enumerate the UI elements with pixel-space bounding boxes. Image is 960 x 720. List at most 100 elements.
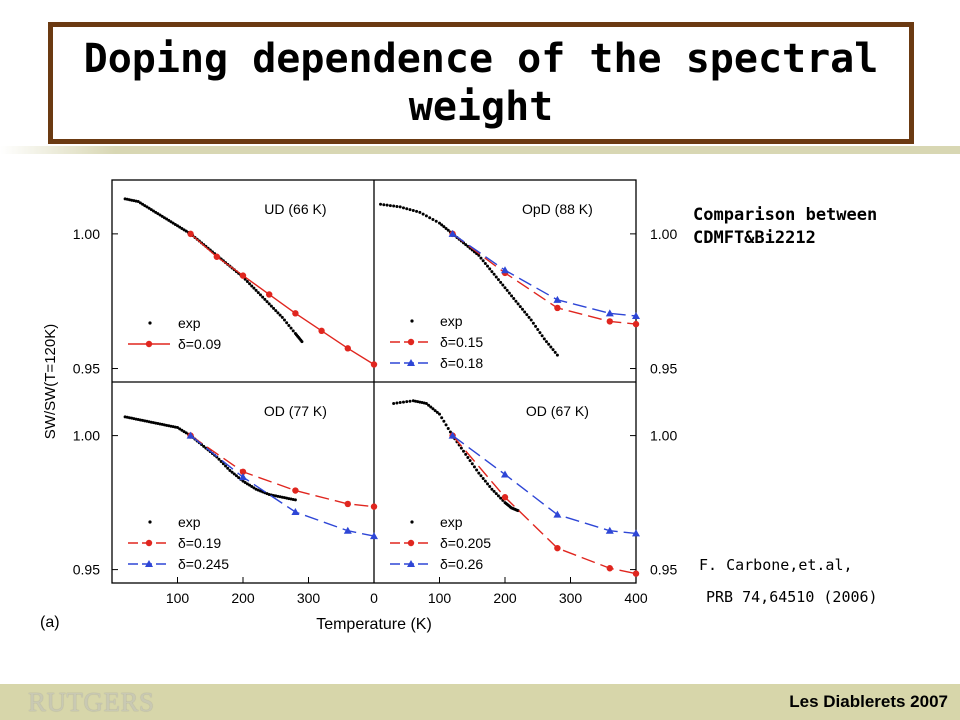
blue-marker <box>605 526 614 534</box>
exp-data-point <box>479 474 483 478</box>
exp-data-point <box>160 214 164 218</box>
exp-data-point <box>483 261 487 265</box>
exp-data-point <box>232 472 236 476</box>
exp-data-point <box>424 401 428 405</box>
exp-data-point <box>405 207 409 211</box>
spectral-weight-figure: 1.00 0.95 1.00 0.95 1.00 0.95 1.00 0.95 100 200 30… <box>40 179 677 633</box>
slide-title: Doping dependence of the spectral weight <box>83 36 879 130</box>
exp-data-point <box>551 348 555 352</box>
exp-data-point <box>510 294 514 298</box>
exp-data-point <box>440 416 444 420</box>
exp-data-point <box>499 280 503 284</box>
exp-data-point <box>431 218 435 222</box>
red-marker <box>632 320 640 328</box>
exp-data-point <box>258 293 262 297</box>
exp-data-point <box>392 401 396 405</box>
red-series-line <box>190 233 375 366</box>
exp-data-point <box>464 243 468 247</box>
exp-data-point <box>276 311 280 315</box>
exp-data-point <box>252 486 256 490</box>
panel-title: OD (77 K) <box>264 403 327 419</box>
exp-data-point <box>472 465 476 469</box>
exp-data-point <box>184 229 188 233</box>
exp-data-point <box>248 483 252 487</box>
exp-data-point <box>252 286 256 290</box>
exp-data-point <box>518 305 522 309</box>
red-marker <box>292 310 299 317</box>
exp-data-point <box>141 202 145 206</box>
y-tick-label-left: 0.95 <box>73 562 100 578</box>
footer-bar <box>0 684 960 720</box>
exp-data-point <box>176 224 179 228</box>
exp-data-point <box>538 331 542 335</box>
exp-data-point <box>520 307 524 311</box>
blue-marker <box>605 309 614 317</box>
exp-data-point <box>442 225 446 229</box>
y-axis-label: SW/SW(T=120K) <box>42 324 59 439</box>
blue-marker <box>343 526 352 534</box>
exp-data-point <box>173 222 177 226</box>
exp-data-point <box>540 334 544 338</box>
exp-data-point <box>486 264 490 268</box>
legend-label: δ=0.15 <box>440 334 483 350</box>
exp-data-point <box>382 203 386 207</box>
exp-data-point <box>180 428 184 432</box>
panel-title: UD (66 K) <box>264 201 326 217</box>
panel-title: OpD (88 K) <box>522 201 593 217</box>
exp-data-point <box>178 225 182 229</box>
red-marker <box>266 291 273 298</box>
exp-data-point <box>395 204 399 208</box>
legend-blue-marker <box>407 359 415 366</box>
red-marker <box>187 230 194 238</box>
blue-marker <box>239 473 247 481</box>
exp-data-point <box>505 288 509 292</box>
exp-data-point <box>525 313 529 317</box>
exp-data-point <box>408 399 412 403</box>
exp-data-point <box>446 228 450 232</box>
exp-data-point <box>438 412 441 416</box>
legend-exp-marker <box>148 520 152 524</box>
exp-data-point <box>490 270 494 274</box>
exp-data-point <box>503 286 507 290</box>
exp-data-point <box>488 485 492 489</box>
exp-data-point <box>435 410 439 414</box>
exp-data-point <box>499 496 503 500</box>
exp-data-point <box>433 409 437 413</box>
exp-data-point <box>182 228 186 232</box>
exp-data-point <box>428 216 432 220</box>
red-marker <box>318 327 325 335</box>
exp-data-point <box>512 297 516 301</box>
exp-data-point <box>248 282 252 286</box>
exp-data-point <box>553 350 557 354</box>
legend-label: δ=0.19 <box>178 535 221 551</box>
exp-data-point <box>300 340 304 344</box>
blue-marker <box>553 295 562 303</box>
exp-data-point <box>176 426 179 430</box>
exp-data-point <box>280 315 284 319</box>
x-tick-label: 0 <box>370 590 378 606</box>
exp-data-point <box>202 444 206 448</box>
exp-data-point <box>180 226 184 230</box>
exp-data-point <box>289 326 293 330</box>
exp-data-point <box>263 297 267 301</box>
exp-data-point <box>254 288 258 292</box>
exp-data-point <box>267 302 271 306</box>
exp-data-point <box>536 327 540 331</box>
x-axis-label: Temperature (K) <box>316 616 432 633</box>
exp-data-point <box>418 210 422 214</box>
exp-data-point <box>226 466 230 470</box>
exp-data-point <box>470 462 474 466</box>
red-marker <box>213 253 220 260</box>
legend-exp-marker <box>410 319 414 323</box>
legend-label: δ=0.205 <box>440 535 491 551</box>
exp-data-point <box>136 200 140 204</box>
exp-data-point <box>379 202 383 206</box>
exp-data-point <box>145 205 149 209</box>
exp-data-point <box>483 479 487 483</box>
exp-data-point <box>481 259 485 263</box>
exp-data-point <box>529 318 533 322</box>
exp-data-point <box>477 253 481 257</box>
y-tick-label-left: 0.95 <box>73 361 100 377</box>
exp-data-point <box>516 302 520 306</box>
exp-data-point <box>523 310 527 314</box>
